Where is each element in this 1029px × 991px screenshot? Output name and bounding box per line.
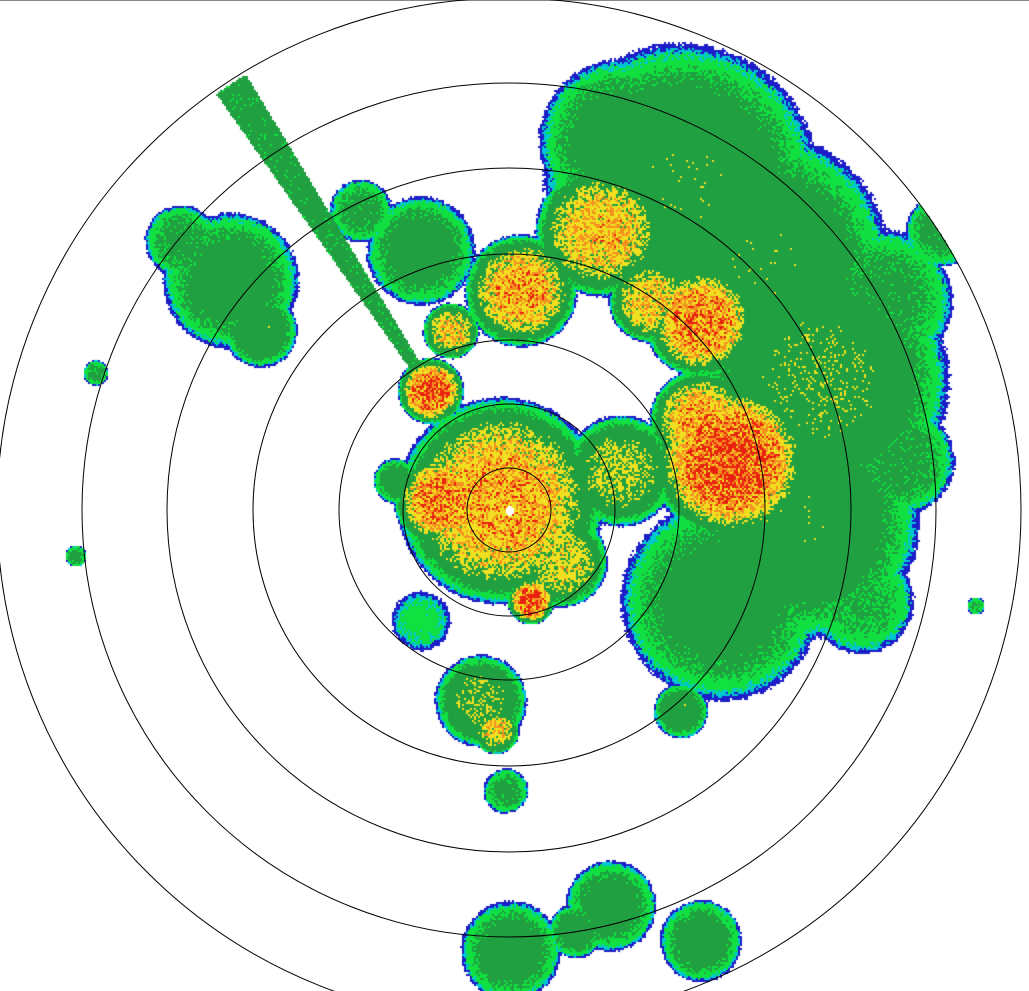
range-ring-5 (166, 167, 852, 853)
range-ring-4 (252, 253, 766, 767)
range-ring-2 (402, 403, 616, 617)
range-ring-6 (81, 82, 937, 938)
range-ring-1 (466, 467, 552, 553)
range-ring-3 (338, 339, 680, 681)
